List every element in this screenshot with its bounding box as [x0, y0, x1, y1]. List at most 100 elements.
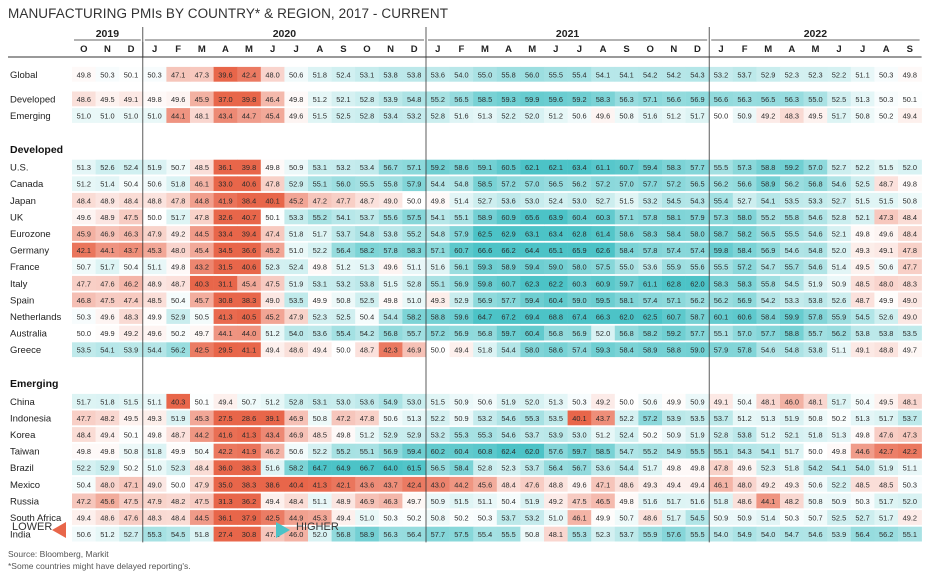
heat-cell: [473, 66, 498, 82]
heat-cell: [473, 209, 498, 225]
cell-value: 55.1: [431, 279, 445, 288]
heat-cell: [355, 410, 380, 426]
heat-cell: [402, 209, 427, 225]
heat-cell: [780, 159, 804, 175]
heat-cell: [662, 209, 686, 225]
heat-cell: [874, 427, 899, 442]
cell-value: 49.8: [690, 464, 704, 473]
cell-value: 62.4: [501, 447, 515, 456]
heat-cell: [166, 192, 191, 208]
heat-cell: [95, 176, 120, 192]
cell-value: 50.4: [171, 296, 185, 305]
heat-cell: [898, 526, 922, 542]
cell-value: 51.1: [903, 464, 917, 473]
heat-cell: [898, 159, 922, 175]
cell-value: 48.4: [77, 431, 91, 440]
cell-value: 43.4: [265, 431, 279, 440]
heat-cell: [95, 108, 120, 123]
heat-cell: [166, 427, 191, 442]
cell-value: 55.2: [336, 447, 350, 456]
cell-value: 48.6: [289, 346, 303, 355]
row-label: China: [10, 397, 36, 408]
cell-value: 51.7: [171, 213, 185, 222]
cell-value: 48.2: [100, 414, 114, 423]
heat-cell: [732, 493, 757, 509]
heat-cell: [850, 493, 875, 509]
row-label: South Africa: [10, 513, 62, 524]
heat-cell: [756, 427, 781, 442]
year-label: 2021: [556, 28, 580, 40]
heat-cell: [449, 410, 474, 426]
heat-cell: [591, 108, 616, 123]
heat-cell: [119, 309, 144, 324]
cell-value: 55.8: [501, 70, 515, 79]
cell-value: 52.2: [77, 464, 91, 473]
heat-cell: [449, 309, 474, 324]
cell-value: 56.8: [478, 329, 492, 338]
cell-value: 46.9: [289, 414, 303, 423]
heat-cell: [614, 309, 639, 324]
heat-cell: [331, 159, 356, 175]
cell-value: 51.3: [549, 397, 563, 406]
cell-value: 43.6: [360, 480, 374, 489]
cell-value: 51.0: [77, 112, 91, 121]
heat-cell: [72, 493, 96, 509]
cell-value: 47.3: [903, 431, 917, 440]
heat-cell: [260, 393, 285, 409]
heat-cell: [449, 242, 474, 258]
cell-value: 54.9: [383, 397, 397, 406]
heat-cell: [614, 493, 639, 509]
cell-value: 47.2: [265, 530, 279, 539]
heat-cell: [685, 476, 710, 492]
cell-value: 57.9: [714, 346, 728, 355]
cell-value: 50.3: [879, 95, 893, 104]
cell-value: 58.3: [667, 163, 681, 172]
month-label: A: [883, 44, 890, 55]
heat-cell: [709, 66, 734, 82]
heat-cell: [237, 192, 262, 208]
cell-value: 49.1: [855, 346, 869, 355]
cell-value: 48.4: [903, 213, 917, 222]
cell-value: 52.7: [737, 196, 751, 205]
cell-value: 44.2: [195, 431, 209, 440]
heat-cell: [544, 192, 568, 208]
heat-cell: [355, 226, 380, 241]
cell-value: 55.3: [454, 431, 468, 440]
heat-cell: [473, 309, 498, 324]
heat-cell: [756, 176, 781, 192]
cell-value: 47.8: [195, 213, 209, 222]
cell-value: 59.3: [501, 95, 515, 104]
cell-value: 57.8: [643, 213, 657, 222]
cell-value: 51.6: [643, 497, 657, 506]
cell-value: 59.8: [714, 246, 728, 255]
cell-value: 44.7: [242, 112, 256, 121]
cell-value: 54.5: [855, 313, 869, 322]
cell-value: 30.8: [242, 530, 256, 539]
cell-value: 51.5: [855, 196, 869, 205]
heat-cell: [95, 325, 120, 341]
heat-cell: [874, 66, 899, 82]
cell-value: 49.8: [336, 431, 350, 440]
cell-value: 50.7: [77, 263, 91, 272]
cell-value: 42.5: [195, 346, 209, 355]
cell-value: 54.8: [360, 230, 374, 239]
cell-value: 51.8: [289, 230, 303, 239]
heat-cell: [898, 427, 922, 442]
heat-cell: [95, 192, 120, 208]
heat-cell: [567, 393, 592, 409]
cell-value: 34.5: [218, 246, 232, 255]
cell-value: 51.4: [100, 180, 114, 189]
cell-value: 59.2: [431, 163, 445, 172]
heat-cell: [190, 510, 214, 525]
heat-cell: [756, 108, 781, 123]
heat-cell: [378, 410, 403, 426]
cell-value: 51.7: [785, 447, 799, 456]
heat-cell: [756, 91, 781, 107]
cell-value: 49.3: [785, 480, 799, 489]
cell-value: 50.3: [77, 313, 91, 322]
heat-cell: [685, 493, 710, 509]
heat-cell: [803, 342, 828, 358]
heat-cell: [402, 510, 427, 525]
heat-cell: [827, 325, 852, 341]
cell-value: 48.5: [879, 480, 893, 489]
